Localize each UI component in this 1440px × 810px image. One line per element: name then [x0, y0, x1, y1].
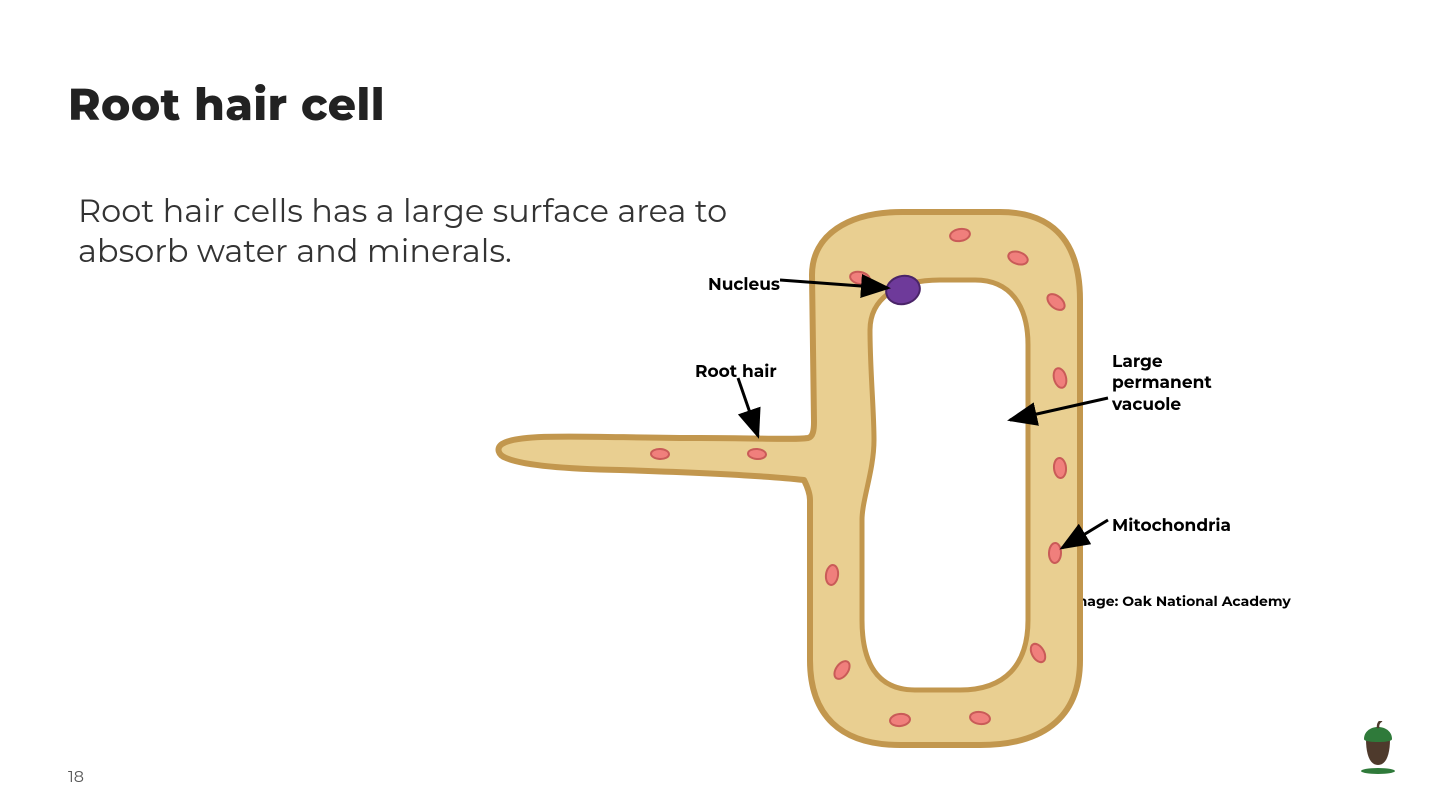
mitochondrion	[748, 448, 767, 459]
mitochondrion	[651, 449, 669, 460]
label-arrow-root_hair	[738, 378, 758, 436]
vacuole	[862, 280, 1028, 690]
acorn-logo-icon	[1356, 721, 1400, 780]
mitochondrion	[1053, 458, 1067, 479]
mitochondrion	[1049, 543, 1062, 563]
root-hair-cell-diagram	[0, 0, 1440, 810]
